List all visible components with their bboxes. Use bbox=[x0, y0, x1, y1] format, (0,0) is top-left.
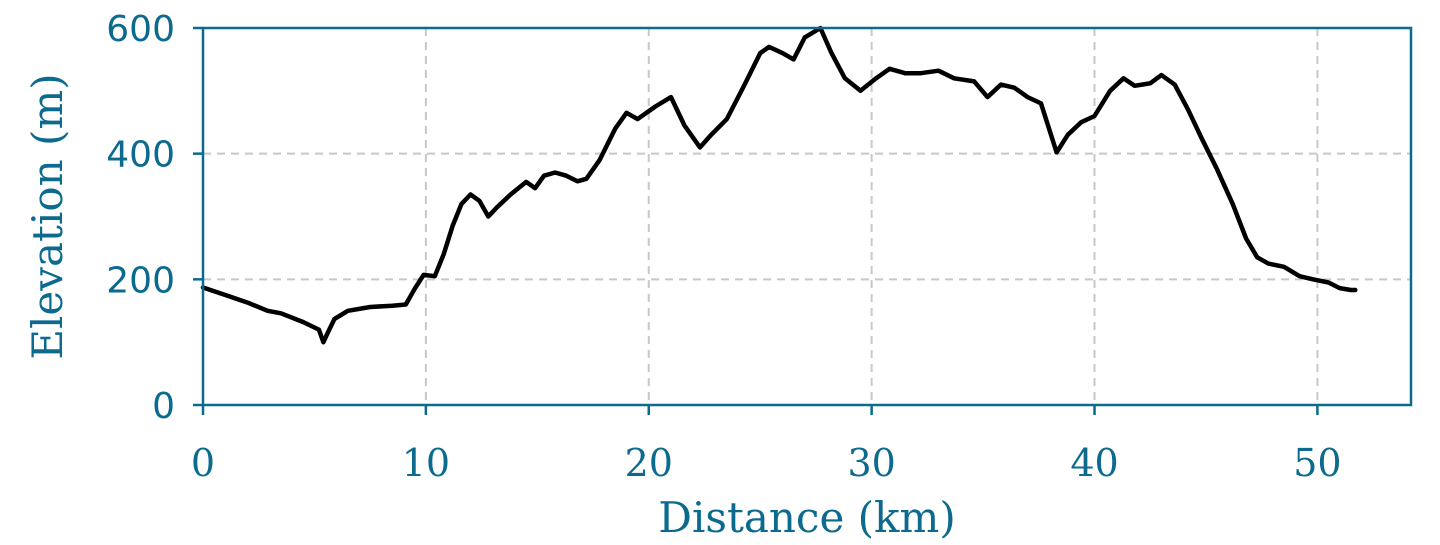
y-tick-label: 200 bbox=[106, 260, 175, 301]
ticks: 0 10 20 30 40 50 0 200 400 600 bbox=[106, 9, 1341, 485]
x-tick-label: 0 bbox=[191, 441, 215, 485]
x-tick-label: 30 bbox=[847, 441, 895, 485]
y-tick-label: 600 bbox=[106, 9, 175, 50]
series-layer bbox=[200, 25, 1358, 345]
x-axis-label: Distance (km) bbox=[658, 493, 955, 540]
y-axis-label: Elevation (m) bbox=[23, 73, 72, 359]
grid bbox=[203, 27, 1411, 405]
elevation-line bbox=[200, 25, 1358, 345]
plot-frame bbox=[201, 26, 1413, 407]
x-tick-label: 20 bbox=[625, 441, 673, 485]
y-tick-label: 0 bbox=[152, 386, 175, 427]
x-tick-label: 40 bbox=[1070, 441, 1118, 485]
x-tick-label: 10 bbox=[402, 441, 450, 485]
y-tick-label: 400 bbox=[106, 135, 175, 176]
x-tick-label: 50 bbox=[1293, 441, 1341, 485]
